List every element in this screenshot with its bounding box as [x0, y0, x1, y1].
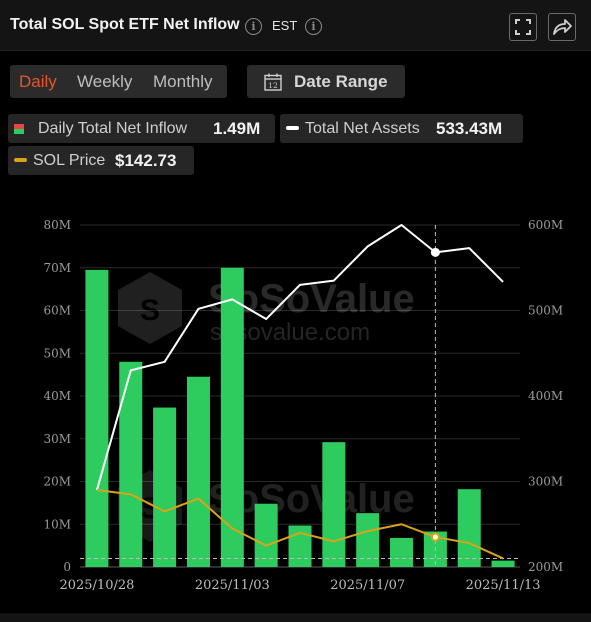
- left-tick-label: 50M: [43, 346, 71, 360]
- inflow-bar: [457, 489, 481, 567]
- inflow-bar: [491, 560, 515, 567]
- inflow-bar: [220, 267, 244, 567]
- sol-price-hover-marker: [430, 532, 440, 542]
- right-tick-label: 600M: [528, 218, 563, 232]
- inflow-legend-icon: [14, 124, 24, 134]
- inflow-bar: [322, 442, 346, 567]
- inflow-bar: [288, 525, 312, 567]
- inflow-bar: [390, 537, 414, 567]
- fullscreen-button[interactable]: [509, 13, 537, 41]
- legend-inflow[interactable]: Daily Total Net Inflow 1.49M: [8, 114, 275, 143]
- tab-daily[interactable]: Daily: [19, 72, 57, 91]
- right-tick-label: 200M: [528, 560, 563, 574]
- x-tick-label: 2025/10/28: [59, 578, 134, 593]
- price-legend-value: $142.73: [115, 151, 177, 170]
- period-tabs: Daily Weekly Monthly: [10, 65, 227, 98]
- share-icon: [553, 19, 572, 35]
- left-tick-label: 80M: [43, 218, 71, 232]
- inflow-bar: [254, 503, 278, 567]
- left-tick-label: 60M: [43, 304, 71, 318]
- inflow-bar: [85, 269, 109, 567]
- right-tick-label: 300M: [528, 475, 563, 489]
- fullscreen-icon: [515, 19, 531, 35]
- inflow-legend-label: Daily Total Net Inflow: [38, 120, 188, 137]
- calendar-icon: 12: [264, 73, 282, 91]
- axis-labels: 0 10M 20M 30M 40M 50M 60M 70M 80M 200M 300M 400M 500…: [43, 218, 563, 593]
- tab-weekly[interactable]: Weekly: [77, 72, 133, 91]
- inflow-chart[interactable]: S SoSoValue sosovalue.com S SoSoValue 01…: [0, 170, 591, 610]
- tab-monthly[interactable]: Monthly: [153, 72, 213, 91]
- x-tick-label: 2025/11/03: [195, 578, 270, 593]
- right-tick-label: 500M: [528, 304, 563, 318]
- left-tick-label: 10M: [43, 517, 71, 531]
- timezone-label: EST: [272, 18, 298, 33]
- inflow-bar: [153, 407, 177, 567]
- assets-legend-label: Total Net Assets: [305, 120, 420, 137]
- chart-title: Total SOL Spot ETF Net Inflow: [10, 16, 240, 33]
- svg-text:S: S: [140, 294, 160, 327]
- calendar-day: 12: [268, 81, 278, 90]
- inflow-bar: [356, 513, 380, 567]
- price-legend-label: SOL Price: [33, 152, 106, 169]
- assets-legend-swatch: [286, 126, 299, 130]
- net-assets-hover-marker: [430, 247, 440, 257]
- left-tick-label: 0: [63, 560, 71, 574]
- header: Total SOL Spot ETF Net Inflow i EST i: [0, 0, 591, 51]
- assets-legend-value: 533.43M: [436, 119, 503, 138]
- watermark-logo-top: S: [118, 272, 182, 344]
- inflow-bar: [186, 376, 210, 567]
- timezone-info-icon[interactable]: i: [305, 18, 322, 35]
- right-tick-label: 400M: [528, 389, 563, 403]
- series-lines: [95, 224, 504, 560]
- legend-assets[interactable]: Total Net Assets 533.43M: [280, 114, 523, 143]
- inflow-bar: [119, 361, 143, 567]
- date-range-label: Date Range: [294, 72, 388, 91]
- inflow-bars: [80, 225, 520, 567]
- info-icon[interactable]: i: [245, 18, 262, 35]
- bottom-strip: [0, 613, 591, 622]
- inflow-legend-value: 1.49M: [213, 119, 261, 138]
- x-tick-label: 2025/11/07: [330, 578, 405, 593]
- left-tick-label: 30M: [43, 432, 71, 446]
- date-range-button[interactable]: 12 Date Range: [247, 65, 405, 98]
- price-legend-swatch: [14, 158, 27, 162]
- left-tick-label: 20M: [43, 475, 71, 489]
- legend-price[interactable]: SOL Price $142.73: [8, 146, 194, 175]
- x-tick-label: 2025/11/13: [466, 578, 541, 593]
- left-tick-label: 40M: [43, 389, 71, 403]
- left-tick-label: 70M: [43, 261, 71, 275]
- share-button[interactable]: [548, 13, 576, 41]
